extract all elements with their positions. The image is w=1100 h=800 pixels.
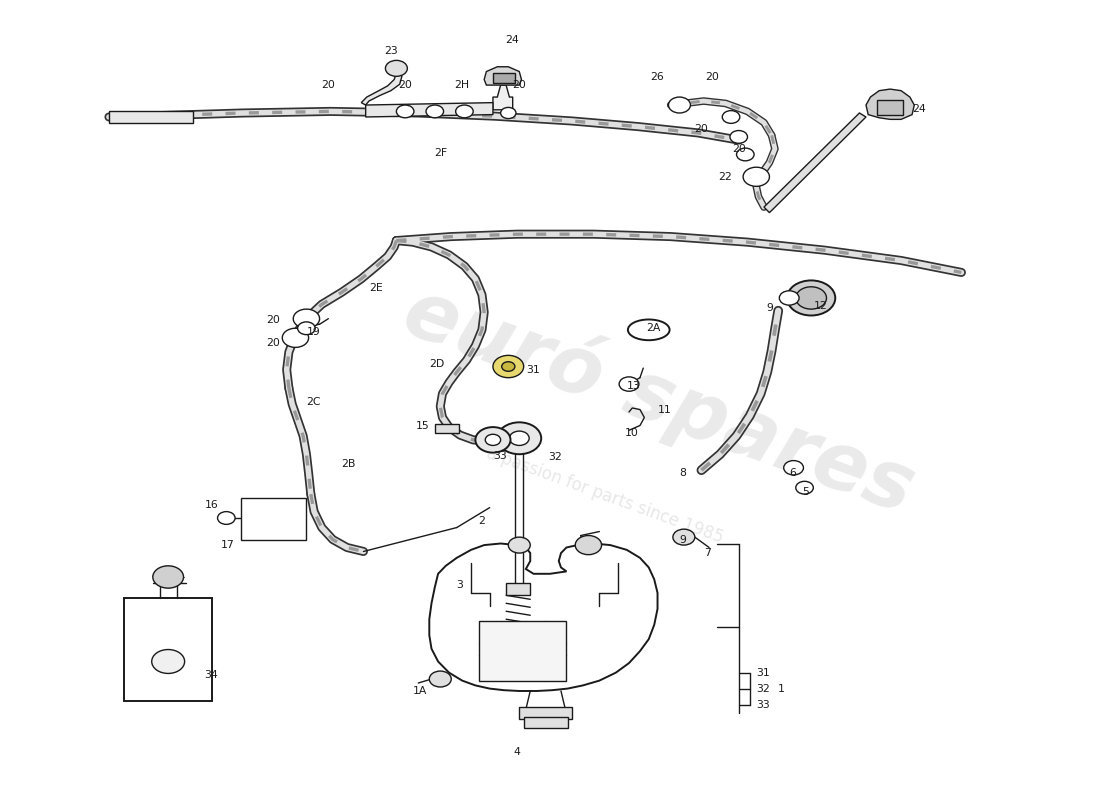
Text: 3: 3	[456, 580, 463, 590]
Text: 2B: 2B	[341, 458, 356, 469]
Text: 2H: 2H	[454, 80, 470, 90]
Text: 12: 12	[813, 301, 827, 311]
Polygon shape	[764, 113, 866, 213]
Circle shape	[795, 286, 826, 309]
Polygon shape	[109, 111, 194, 122]
Circle shape	[500, 107, 516, 118]
Text: 2C: 2C	[307, 397, 321, 406]
Text: 9: 9	[680, 534, 686, 545]
Circle shape	[502, 362, 515, 371]
Text: 33: 33	[493, 451, 507, 461]
Circle shape	[426, 105, 443, 118]
Text: 2D: 2D	[429, 359, 444, 369]
Polygon shape	[365, 102, 493, 117]
Text: 2E: 2E	[368, 283, 383, 294]
Text: 31: 31	[526, 365, 540, 374]
Text: 22: 22	[718, 172, 733, 182]
Text: 34: 34	[205, 670, 218, 680]
Text: 7: 7	[704, 548, 711, 558]
Circle shape	[396, 105, 414, 118]
Text: 20: 20	[266, 315, 280, 326]
Text: a passion for parts since 1985: a passion for parts since 1985	[484, 444, 726, 547]
Circle shape	[723, 110, 740, 123]
Bar	[524, 718, 568, 729]
Circle shape	[283, 328, 309, 347]
Circle shape	[153, 566, 184, 588]
Circle shape	[497, 422, 541, 454]
Polygon shape	[361, 67, 402, 105]
Polygon shape	[429, 543, 658, 691]
Circle shape	[669, 97, 691, 113]
Text: 32: 32	[757, 683, 770, 694]
Bar	[493, 73, 515, 82]
Text: 20: 20	[705, 72, 719, 82]
Circle shape	[152, 650, 185, 674]
Text: 26: 26	[651, 72, 664, 82]
Polygon shape	[866, 89, 914, 119]
Circle shape	[575, 535, 602, 554]
Circle shape	[294, 309, 320, 328]
Text: 17: 17	[221, 540, 234, 550]
Text: 11: 11	[658, 405, 671, 414]
Text: 20: 20	[266, 338, 280, 347]
Bar	[434, 424, 459, 434]
Bar	[478, 621, 566, 681]
Bar	[877, 100, 903, 114]
Circle shape	[730, 130, 748, 143]
Text: 8: 8	[680, 468, 686, 478]
Bar	[124, 598, 212, 702]
Text: 1: 1	[778, 683, 785, 694]
Text: 20: 20	[398, 80, 412, 90]
Circle shape	[475, 427, 510, 453]
Circle shape	[619, 377, 639, 391]
Text: 10: 10	[625, 429, 638, 438]
Bar	[519, 707, 572, 719]
Text: 16: 16	[205, 500, 218, 510]
Circle shape	[744, 167, 769, 186]
Text: 32: 32	[548, 452, 562, 462]
Polygon shape	[484, 66, 521, 85]
Circle shape	[429, 671, 451, 687]
Text: 20: 20	[321, 80, 336, 90]
Circle shape	[218, 512, 235, 524]
Text: 31: 31	[757, 668, 770, 678]
Circle shape	[493, 355, 524, 378]
Text: euró spares: euró spares	[394, 270, 926, 530]
Text: 5: 5	[802, 486, 810, 497]
Text: 13: 13	[627, 381, 640, 390]
Text: 6: 6	[789, 468, 796, 478]
Circle shape	[298, 322, 316, 334]
Circle shape	[673, 529, 695, 545]
Text: 2F: 2F	[433, 148, 447, 158]
Circle shape	[786, 281, 835, 315]
Bar	[241, 498, 307, 539]
Circle shape	[795, 482, 813, 494]
Circle shape	[508, 537, 530, 553]
Text: 1A: 1A	[412, 686, 427, 696]
Text: 23: 23	[384, 46, 398, 56]
Circle shape	[455, 105, 473, 118]
Text: 4: 4	[514, 747, 520, 758]
Text: 33: 33	[757, 699, 770, 710]
Text: 9: 9	[766, 303, 773, 314]
Circle shape	[385, 60, 407, 76]
Polygon shape	[493, 85, 513, 110]
Circle shape	[509, 431, 529, 446]
Text: 2A: 2A	[647, 323, 661, 334]
Circle shape	[783, 461, 803, 475]
Bar	[506, 583, 530, 595]
Text: 20: 20	[694, 124, 708, 134]
Circle shape	[485, 434, 501, 446]
Text: 20: 20	[732, 144, 746, 154]
Text: 15: 15	[416, 421, 430, 430]
Text: 2: 2	[478, 516, 485, 526]
Text: 24: 24	[505, 34, 518, 45]
Text: 19: 19	[307, 327, 320, 338]
Circle shape	[737, 148, 755, 161]
Text: 24: 24	[912, 104, 926, 114]
Circle shape	[779, 290, 799, 305]
Text: 20: 20	[513, 80, 526, 90]
